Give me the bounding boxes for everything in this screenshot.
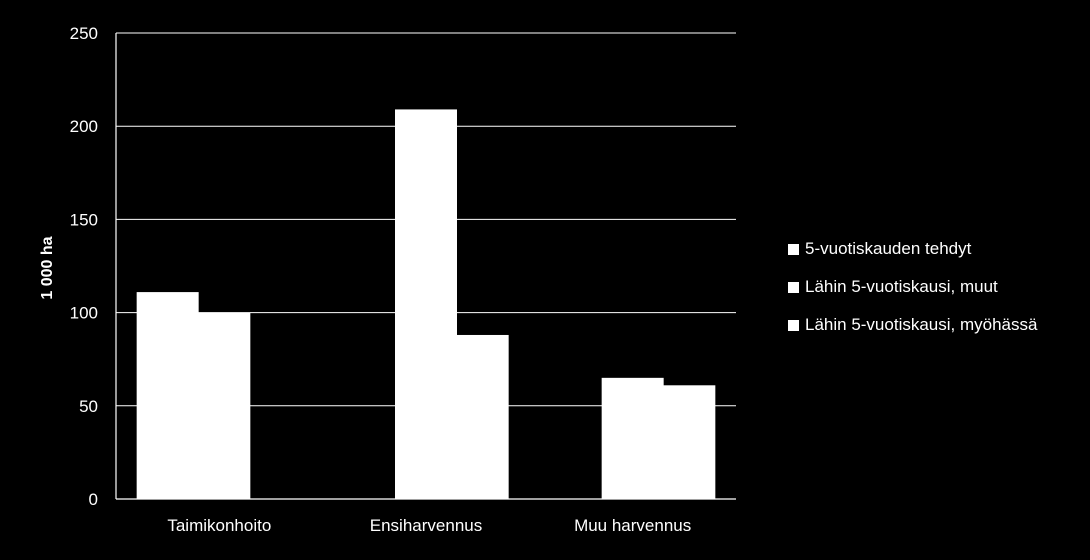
y-axis-label: 1 000 ha: [39, 236, 56, 299]
legend: 5-vuotiskauden tehdyt Lähin 5-vuotiskaus…: [788, 230, 1088, 344]
legend-item[interactable]: Lähin 5-vuotiskausi, myöhässä: [788, 306, 1088, 344]
y-tick-label: 100: [70, 304, 98, 323]
bars: [136, 109, 716, 499]
x-tick-label: Taimikonhoito: [167, 516, 271, 535]
bar: [188, 312, 251, 499]
legend-label: Lähin 5-vuotiskausi, muut: [805, 277, 998, 296]
y-tick-label: 250: [70, 24, 98, 43]
bar: [653, 385, 716, 499]
x-tick-label: Ensiharvennus: [370, 516, 482, 535]
y-tick-label: 150: [70, 210, 98, 229]
legend-label: Lähin 5-vuotiskausi, myöhässä: [805, 315, 1038, 334]
legend-swatch: [788, 243, 799, 255]
legend-swatch: [788, 281, 799, 293]
axes: 0 50 100 150 200 250 Taimikonhoito Ensiharvennu…: [70, 24, 736, 535]
y-tick-label: 0: [89, 490, 98, 509]
y-tick-label: 50: [79, 397, 98, 416]
legend-swatch: [788, 319, 799, 331]
legend-item[interactable]: Lähin 5-vuotiskausi, muut: [788, 268, 1088, 306]
legend-item[interactable]: 5-vuotiskauden tehdyt: [788, 230, 1088, 268]
y-tick-label: 200: [70, 117, 98, 136]
x-tick-label: Muu harvennus: [574, 516, 691, 535]
legend-label: 5-vuotiskauden tehdyt: [805, 239, 972, 258]
bar: [446, 334, 509, 499]
